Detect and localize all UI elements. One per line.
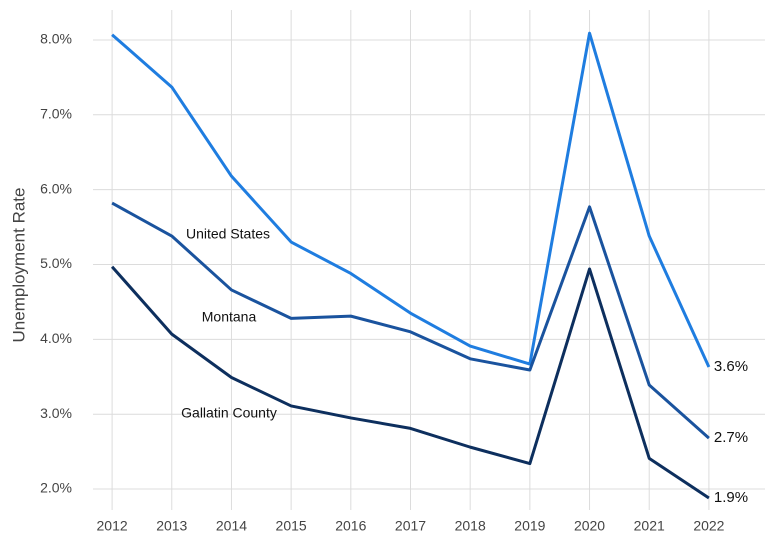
series-line [111,31,711,368]
data-label: 1.9% [714,489,748,506]
x-tick-label: 2013 [156,518,187,534]
x-tick-label: 2017 [395,518,426,534]
y-tick-label: 3.0% [40,405,72,421]
x-tick-label: 2021 [634,518,665,534]
y-tick-label: 5.0% [40,255,72,271]
series-line [110,265,710,500]
x-tick-label: 2019 [514,518,545,534]
series-label: Montana [202,309,257,325]
x-tick-label: 2020 [574,518,605,534]
x-tick-label: 2016 [335,518,366,534]
series-label: United States [186,226,270,242]
y-tick-label: 6.0% [40,180,72,196]
data-label: 3.6% [714,358,748,375]
y-tick-label: 7.0% [40,105,72,121]
y-tick-label: 8.0% [40,31,72,47]
y-tick-label: 2.0% [40,480,72,496]
data-label: 2.7% [714,429,748,446]
series-line [111,201,710,440]
x-tick-label: 2015 [276,518,307,534]
series-label: Gallatin County [181,405,277,421]
x-tick-label: 2012 [97,518,128,534]
x-tick-label: 2018 [455,518,486,534]
x-tick-label: 2022 [693,518,724,534]
y-tick-label: 4.0% [40,330,72,346]
x-tick-label: 2014 [216,518,247,534]
y-axis-label: Unemployment Rate [9,188,28,343]
